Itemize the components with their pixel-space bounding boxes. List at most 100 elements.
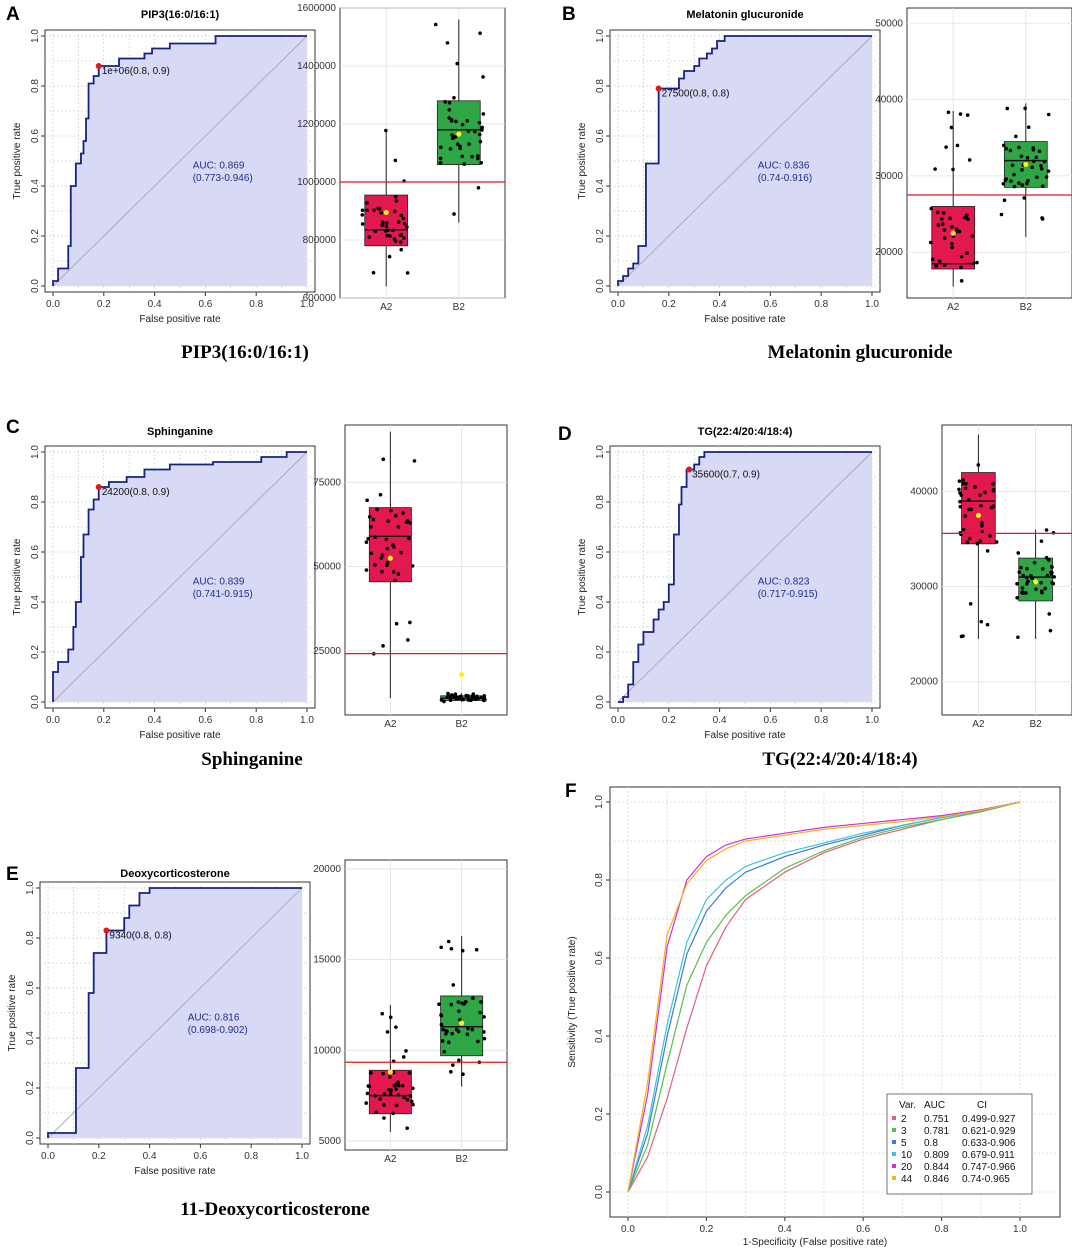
box-x-tick-label: A2 [384,719,397,730]
data-point [383,229,388,233]
mean-marker [1033,579,1039,585]
auc-ci-label: (0.717-0.915) [758,589,818,600]
data-point [455,142,460,146]
data-point [963,514,968,518]
panel-letter-A: A [6,4,20,25]
data-point [946,110,951,115]
data-point [373,1094,378,1098]
data-point [373,535,377,540]
y-tick-label: 0.2 [594,1107,605,1121]
data-point [1039,589,1044,593]
y-tick-label: 0.8 [30,79,41,93]
box-y-tick-label: 50000 [875,18,903,29]
data-point [983,490,987,495]
x-tick-label: 0.6 [198,715,212,726]
data-point [1009,179,1013,183]
data-point [411,1102,415,1107]
data-point [461,1072,465,1077]
x-tick-label: 0.4 [713,715,727,726]
data-point [1047,558,1051,562]
box-x-tick-label: A2 [380,302,393,313]
data-point [367,235,372,239]
data-point [1008,148,1013,153]
data-point [980,521,984,525]
data-point [451,1063,455,1067]
y-tick-label: 0.0 [595,695,606,709]
roc-plot-D: TG(22:4/20:4/18:4) 35600(0.7, 0.9) AUC: 0.… [577,426,881,741]
data-point [1043,586,1048,591]
data-point [453,135,458,139]
data-point [386,1087,391,1092]
data-point [385,233,389,238]
data-point [441,1027,445,1032]
box-y-tick-label: 40000 [875,95,903,106]
auc-ci-label: (0.773-0.946) [193,173,253,184]
data-point [1025,181,1029,186]
data-point [443,100,448,104]
data-point [1012,184,1017,189]
data-point [396,525,401,529]
data-point [937,259,942,264]
data-point [458,694,463,699]
y-tick-label: 0.4 [30,595,41,609]
mean-marker [456,131,462,137]
data-point [360,208,365,213]
legend-header-var: Var. [899,1100,916,1111]
data-point [448,147,453,151]
legend-swatch [892,1164,896,1168]
data-point [371,270,376,275]
data-point [1044,175,1049,179]
data-point [966,217,970,221]
mean-marker [387,1069,393,1075]
box-y-tick-label: 20000 [313,864,341,875]
box-x-tick-label: B2 [1020,302,1033,313]
data-point [452,95,456,100]
data-point [999,212,1004,217]
data-point [411,1086,415,1091]
data-point [1020,168,1024,172]
data-point [381,1071,385,1076]
data-point [1039,539,1044,543]
data-point [398,240,403,244]
data-point [1020,586,1025,590]
data-point [454,119,458,124]
x-axis-label: False positive rate [139,730,221,741]
box-x-tick-label: A2 [972,719,985,730]
data-point [462,1002,467,1006]
y-tick-label: 1.0 [30,445,41,459]
data-point [1015,582,1019,586]
x-tick-label: 0.0 [41,1151,55,1162]
data-point [401,1055,406,1059]
x-tick-label: 0.6 [856,1224,870,1235]
legend-header-ci: CI [977,1100,987,1111]
data-point [402,221,407,226]
data-point [375,507,379,512]
box-y-tick-label: 15000 [313,955,341,966]
x-tick-label: 1.0 [300,299,314,310]
data-point [1044,555,1049,560]
data-point [365,208,369,213]
y-axis-label: True positive rate [12,122,23,199]
data-point [364,540,369,544]
data-point [928,240,933,245]
legend-header-auc: AUC [924,1100,945,1111]
data-point [393,578,397,583]
data-point [439,145,443,150]
y-tick-label: 0.0 [595,279,606,293]
data-point [405,1126,409,1130]
y-tick-label: 1.0 [25,881,36,895]
box-plot-A: 600000 800000 1000000 1200000 1400000 1600000… [297,3,506,313]
data-point [439,945,444,950]
data-point [936,223,941,227]
data-point [949,125,954,130]
panel-caption-E: 11-Deoxycorticosterone [180,1199,370,1220]
data-point [381,644,385,648]
data-point [380,223,384,228]
data-point [1044,528,1049,532]
panel-letter-C: C [6,417,20,438]
box-A2 [364,194,409,247]
roc-curve-var-20 [627,801,1021,1193]
data-point [991,488,996,493]
x-tick-label: 0.2 [97,299,111,310]
data-point [470,154,474,159]
